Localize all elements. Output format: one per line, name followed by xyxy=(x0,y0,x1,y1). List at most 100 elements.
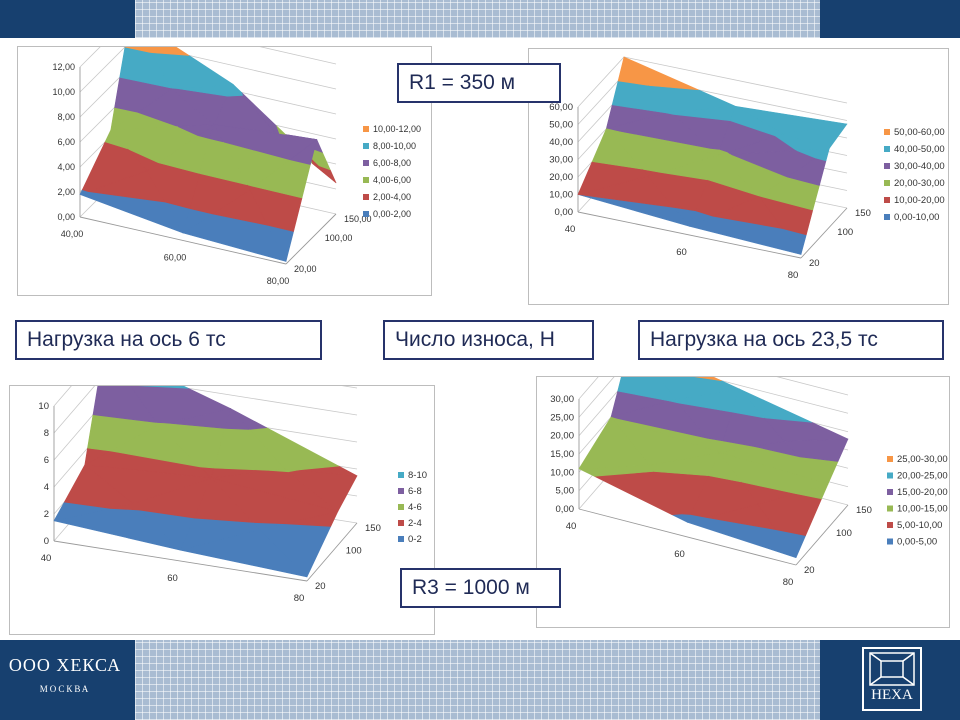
y-tick-label: 5,00 xyxy=(556,486,575,497)
y-tick-label: 8 xyxy=(44,428,49,439)
chart-panel-3: 0 2 4 6 8 10 40 60 80 20 100 150 8-10 6-8 4-6 2-4 0-2 xyxy=(9,385,435,635)
surface-band-2 xyxy=(578,416,650,469)
y-tick-label: 10,00 xyxy=(550,467,574,478)
company-block: ООО ХЕКСА МОСКВА xyxy=(0,655,130,694)
axis-line xyxy=(79,216,287,265)
z-tick-label: 100 xyxy=(836,528,852,539)
legend-label: 0-2 xyxy=(408,534,422,545)
y-tick-label: 0,00 xyxy=(556,504,575,515)
surface-chart-1: 0,00 2,00 4,00 6,00 8,00 10,00 12,00 40,00 60,00… xyxy=(52,47,421,286)
axle-load-6-label: Нагрузка на ось 6 тс xyxy=(15,320,322,360)
y-tick-label: 2,00 xyxy=(57,187,75,197)
legend-label: 2-4 xyxy=(408,518,422,529)
legend-label: 4-6 xyxy=(408,502,422,513)
surface-chart-4: 0,00 5,00 10,00 15,00 20,00 25,00 30,00 40 60 80 2… xyxy=(550,377,948,588)
y-tick-label: 6 xyxy=(44,455,49,466)
legend-label: 20,00-25,00 xyxy=(897,471,948,482)
z-tick-label: 20,00 xyxy=(294,264,317,274)
y-tick-label: 6,00 xyxy=(57,137,75,147)
gridline xyxy=(53,386,358,434)
x-tick-label: 60 xyxy=(676,247,687,258)
legend-label: 20,00-30,00 xyxy=(894,178,945,189)
logo-text: HEXA xyxy=(871,687,913,703)
z-tick-label: 20 xyxy=(804,565,815,576)
surface-band-3 xyxy=(209,124,224,143)
mesh-background xyxy=(135,640,820,720)
legend: 25,00-30,00 20,00-25,00 15,00-20,00 10,00-1… xyxy=(887,454,948,548)
surface-band-4 xyxy=(658,377,740,400)
company-name: ООО ХЕКСА xyxy=(8,655,122,675)
surface-band-1 xyxy=(193,477,254,523)
surface-band-4 xyxy=(796,148,830,159)
gridline xyxy=(53,386,358,407)
surface-band-5 xyxy=(617,56,649,86)
surface-band-4 xyxy=(137,386,189,389)
y-tick-label: 60,00 xyxy=(549,102,573,113)
y-tick-label: 0,00 xyxy=(57,212,75,222)
x-tick-label: 80,00 xyxy=(267,276,290,286)
chart-panel-4: 0,00 5,00 10,00 15,00 20,00 25,00 30,00 40 60 80 2… xyxy=(536,376,950,628)
legend-label: 0,00-2,00 xyxy=(373,209,411,219)
axis-line xyxy=(800,207,848,259)
legend-swatch xyxy=(887,472,893,479)
y-tick-label: 40,00 xyxy=(549,137,573,148)
z-tick-label: 150,00 xyxy=(344,214,372,224)
gridline xyxy=(578,377,849,400)
axis-line xyxy=(285,213,337,265)
axes xyxy=(53,406,358,582)
surface-band-2 xyxy=(104,129,128,150)
y-tick-label: 10,00 xyxy=(52,87,75,97)
chart-panel-2: 0,00 10,00 20,00 30,00 40,00 50,00 60,00 40 60 80… xyxy=(528,48,949,305)
legend-label: 10,00-12,00 xyxy=(373,124,421,134)
y-tick-label: 10,00 xyxy=(549,190,573,201)
legend-swatch xyxy=(363,126,369,132)
y-tick-label: 0,00 xyxy=(555,207,574,218)
axes xyxy=(79,67,337,265)
legend-swatch xyxy=(398,472,404,478)
z-tick-label: 150 xyxy=(365,523,381,534)
legend-label: 2,00-4,00 xyxy=(373,192,411,202)
axes xyxy=(578,399,849,566)
gridline xyxy=(578,377,849,418)
x-tick-label: 60,00 xyxy=(164,253,187,263)
legend-swatch xyxy=(884,180,890,186)
axis-line xyxy=(306,522,358,582)
legend: 8-10 6-8 4-6 2-4 0-2 xyxy=(398,470,427,545)
axis-line xyxy=(53,540,308,582)
legend-label: 6-8 xyxy=(408,486,422,497)
y-tick-label: 4,00 xyxy=(57,162,75,172)
x-tick-label: 40,00 xyxy=(61,229,84,239)
legend-swatch xyxy=(398,488,404,494)
legend-swatch xyxy=(884,197,890,203)
surface-band-4 xyxy=(227,83,243,97)
surface xyxy=(79,47,337,262)
y-tick-label: 50,00 xyxy=(549,120,573,131)
legend-label: 40,00-50,00 xyxy=(894,144,945,155)
surface xyxy=(53,386,358,578)
z-tick-label: 100,00 xyxy=(325,233,353,243)
y-tick-label: 4 xyxy=(44,482,49,493)
y-tick-label: 30,00 xyxy=(549,155,573,166)
axle-load-23-label: Нагрузка на ось 23,5 тс xyxy=(638,320,944,360)
surface xyxy=(578,377,849,558)
legend-swatch xyxy=(884,163,890,169)
z-tick-label: 20 xyxy=(315,581,326,592)
surface-band-3 xyxy=(224,408,250,430)
legend-label: 0,00-5,00 xyxy=(897,537,937,548)
hexa-logo-icon xyxy=(869,652,915,686)
surface-band-4 xyxy=(731,388,765,419)
bottom-banner xyxy=(0,640,960,720)
legend-swatch xyxy=(887,522,893,528)
legend-swatch xyxy=(363,177,369,183)
surface-chart-2: 0,00 10,00 20,00 30,00 40,00 50,00 60,00 40 60 80… xyxy=(549,56,945,281)
chart-panel-1: 0,00 2,00 4,00 6,00 8,00 10,00 12,00 40,00 60,00… xyxy=(17,46,432,296)
legend-label: 0,00-10,00 xyxy=(894,212,939,223)
surface-band-2 xyxy=(707,154,760,197)
legend-label: 6,00-8,00 xyxy=(373,158,411,168)
y-tick-label: 0 xyxy=(44,536,49,547)
x-tick-label: 80 xyxy=(783,577,794,588)
legend: 10,00-12,00 8,00-10,00 6,00-8,00 4,00-6,00 2… xyxy=(363,124,421,219)
legend-swatch xyxy=(363,194,369,200)
legend-label: 4,00-6,00 xyxy=(373,175,411,185)
